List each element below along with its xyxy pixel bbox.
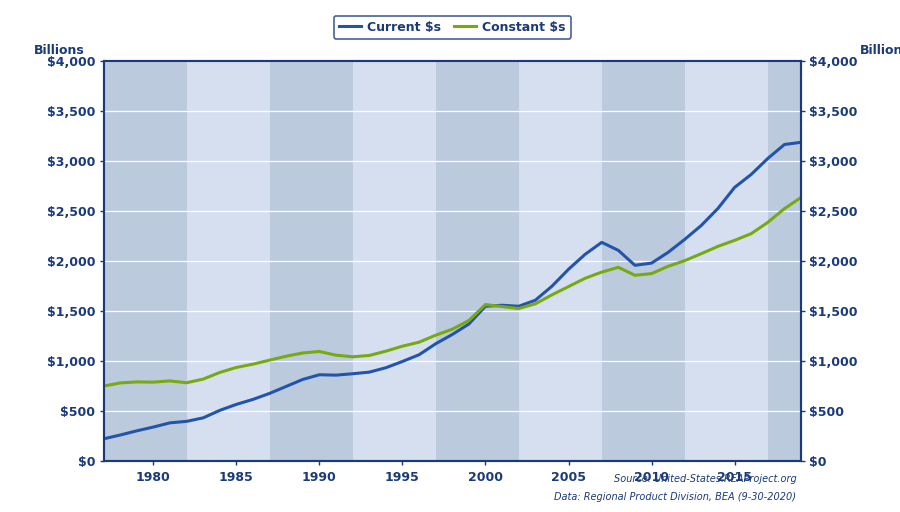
Bar [602,61,685,461]
Text: Data: Regional Product Division, BEA (9-30-2020): Data: Regional Product Division, BEA (9-… [554,492,796,502]
Bar [104,61,186,461]
Bar [270,61,353,461]
Legend: Current $s, Constant $s: Current $s, Constant $s [334,16,571,39]
Bar [353,61,436,461]
Text: Source: United-States.REAProject.org: Source: United-States.REAProject.org [614,474,796,484]
Bar [436,61,518,461]
Bar [186,61,270,461]
Bar [518,61,602,461]
Text: Billions: Billions [34,45,85,57]
Bar [768,61,801,461]
Bar [685,61,768,461]
Text: Billions: Billions [860,45,900,57]
